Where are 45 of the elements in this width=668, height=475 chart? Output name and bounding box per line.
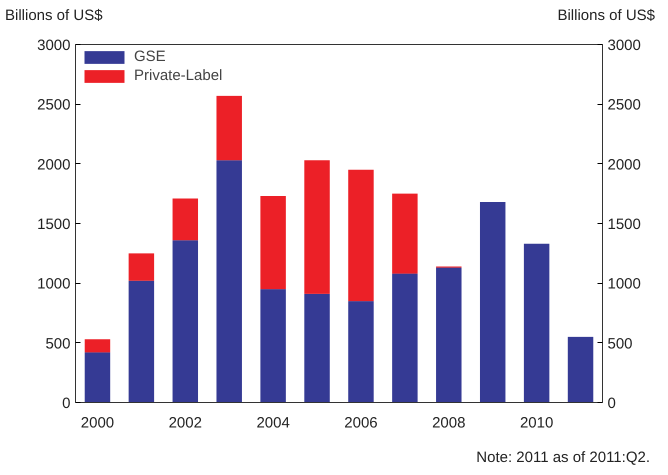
bar <box>84 339 110 352</box>
text: Note: 2011 as of 2011:Q2. <box>476 448 650 468</box>
bar <box>172 240 198 402</box>
y-tick-label: 2000 <box>37 156 71 174</box>
y-axis-title: Billions of US$ <box>5 6 103 26</box>
y-tick-label: 2500 <box>37 96 71 114</box>
y2-tick-label: 2500 <box>608 96 641 114</box>
x-tick-label: 2002 <box>168 414 202 432</box>
bar <box>304 294 330 402</box>
x-tick-label: 2000 <box>80 414 114 432</box>
legend-label: GSE <box>134 48 166 65</box>
y2-tick-label: 500 <box>608 335 633 352</box>
bar <box>84 352 110 402</box>
y2-tick-label: 3000 <box>608 37 641 54</box>
y-tick-label: 0 <box>62 395 70 412</box>
bar <box>260 289 286 402</box>
y2-axis-title: Billions of US$ <box>557 6 655 26</box>
y-tick-label: 1500 <box>37 216 71 233</box>
bar <box>128 280 154 402</box>
y-tick-label: 500 <box>45 335 71 352</box>
bar <box>480 202 506 402</box>
bar <box>260 196 286 290</box>
bar <box>392 274 418 402</box>
y2-tick-label: 1000 <box>608 276 641 293</box>
bar <box>524 244 550 402</box>
y2-tick-label: 2000 <box>608 156 641 174</box>
y2-tick-label: 1500 <box>608 216 641 233</box>
bar <box>436 268 462 402</box>
bar <box>568 336 594 402</box>
x-tick-label: 2010 <box>520 414 554 432</box>
bar <box>348 170 374 302</box>
bar <box>216 96 242 160</box>
y-tick-label: 1000 <box>37 276 71 293</box>
bar <box>172 198 198 240</box>
legend-label: Private-Label <box>134 67 222 84</box>
bar <box>128 253 154 281</box>
bar <box>348 301 374 402</box>
y-tick-label: 3000 <box>37 37 71 54</box>
y2-tick-label: 0 <box>608 395 616 412</box>
bar <box>392 194 418 274</box>
x-tick-label: 2006 <box>344 414 378 432</box>
x-tick-label: 2004 <box>256 414 290 432</box>
x-tick-label: 2008 <box>432 414 466 432</box>
bar <box>216 160 242 402</box>
bar <box>304 160 330 294</box>
